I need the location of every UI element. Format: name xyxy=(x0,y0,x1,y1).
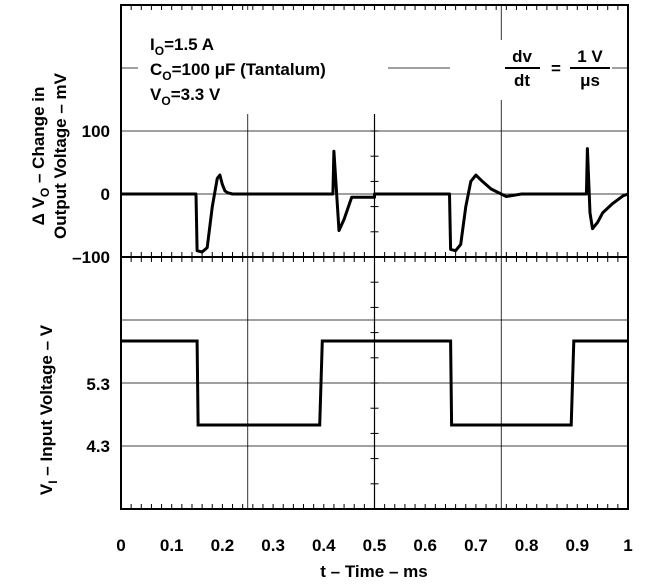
x-tick-label: 0.8 xyxy=(515,536,539,555)
x-tick-label: 0.9 xyxy=(565,536,589,555)
slew-den-right: μs xyxy=(580,71,600,90)
minor-ticks xyxy=(120,4,629,510)
output-voltage-trace xyxy=(121,147,629,254)
x-tick-label: 0.2 xyxy=(211,536,235,555)
y-tick-label-top-0: 0 xyxy=(101,185,110,204)
input-voltage-trace xyxy=(121,339,628,427)
slew-equals: = xyxy=(551,59,561,78)
annotation-slew: dv dt = 1 V μs xyxy=(505,47,610,90)
y-tick-label-top-neg100: –100 xyxy=(72,248,110,267)
x-tick-label: 0 xyxy=(116,536,125,555)
slew-num-right: 1 V xyxy=(577,47,603,66)
y-tick-label-top-100: 100 xyxy=(82,122,110,141)
x-tick-label: 0.6 xyxy=(413,536,437,555)
y-tick-label-bottom-5-3: 5.3 xyxy=(86,375,110,394)
y-tick-label-bottom-4-3: 4.3 xyxy=(86,437,110,456)
slew-num-left: dv xyxy=(512,47,532,66)
annotation-box-conditions xyxy=(138,10,388,114)
x-tick-label: 0.4 xyxy=(312,536,336,555)
annotation-co: CO=100 μF (Tantalum) xyxy=(150,60,326,83)
x-tick-label: 0.7 xyxy=(464,536,488,555)
y-axis-title-top-line2: Output Voltage – mV xyxy=(51,72,70,239)
annotation-box-slew xyxy=(450,40,612,100)
y-axis-title-top-line1: Δ VO – Change in xyxy=(29,87,52,226)
y-axis-title-bottom: VI – Input Voltage – V xyxy=(37,324,60,495)
x-tick-label: 0.1 xyxy=(160,536,184,555)
x-tick-label: 0.3 xyxy=(261,536,285,555)
annotation-vo: VO=3.3 V xyxy=(150,85,221,108)
x-tick-labels: 0 0.1 0.2 0.3 0.4 0.5 0.6 0.7 0.8 0.9 1 xyxy=(116,536,632,555)
slew-den-left: dt xyxy=(514,71,530,90)
x-tick-label: 1 xyxy=(623,536,632,555)
annotation-io: IO=1.5 A xyxy=(150,35,214,58)
x-axis-title: t – Time – ms xyxy=(320,562,427,581)
x-tick-label: 0.5 xyxy=(363,536,387,555)
